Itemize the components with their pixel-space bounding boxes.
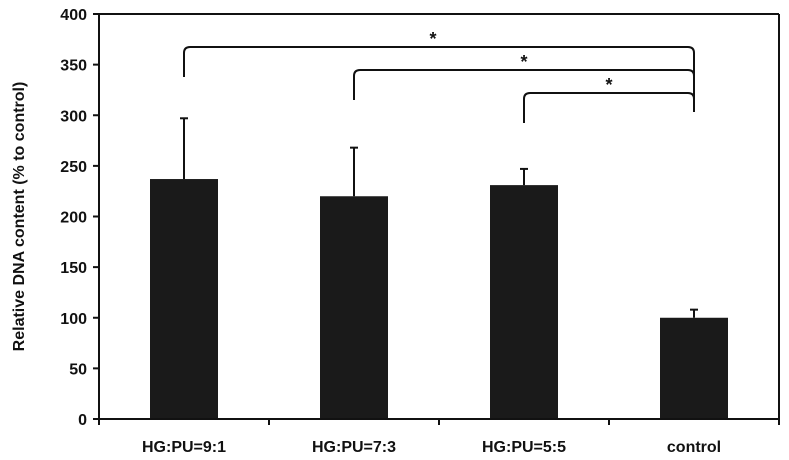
x-category-label: control — [667, 439, 721, 456]
error-bars-layer — [180, 117, 698, 318]
bar — [150, 179, 218, 419]
y-tick-label: 50 — [69, 361, 87, 378]
x-category-label: HG:PU=9:1 — [142, 439, 226, 456]
significance-star: * — [520, 52, 527, 72]
y-ticks-layer: 0 50 100 150 200 250 300 350 400 — [60, 7, 780, 429]
y-tick-label: 200 — [60, 210, 87, 227]
significance-bracket — [183, 46, 695, 112]
y-tick-label: 0 — [78, 412, 87, 429]
y-tick-label: 100 — [60, 311, 87, 328]
bar — [490, 185, 558, 419]
x-category-label: HG:PU=7:3 — [312, 439, 396, 456]
bar — [320, 196, 388, 419]
y-tick-label: 300 — [60, 108, 87, 125]
x-category-label: HG:PU=5:5 — [482, 439, 566, 456]
y-tick-label: 250 — [60, 159, 87, 176]
y-tick-label: 150 — [60, 260, 87, 277]
significance-star: * — [605, 75, 612, 95]
x-labels-layer: HG:PU=9:1 HG:PU=7:3 HG:PU=5:5 control — [142, 439, 721, 456]
significance-bracket — [353, 69, 695, 112]
bar — [660, 317, 728, 419]
significance-star: * — [429, 29, 436, 49]
y-tick-label: 400 — [60, 7, 87, 24]
significance-bracket — [523, 92, 695, 123]
significance-layer: * * * — [183, 29, 695, 123]
y-tick-label: 350 — [60, 58, 87, 75]
y-axis-title: Relative DNA content (% to control) — [11, 82, 28, 352]
bars-layer — [150, 179, 728, 419]
